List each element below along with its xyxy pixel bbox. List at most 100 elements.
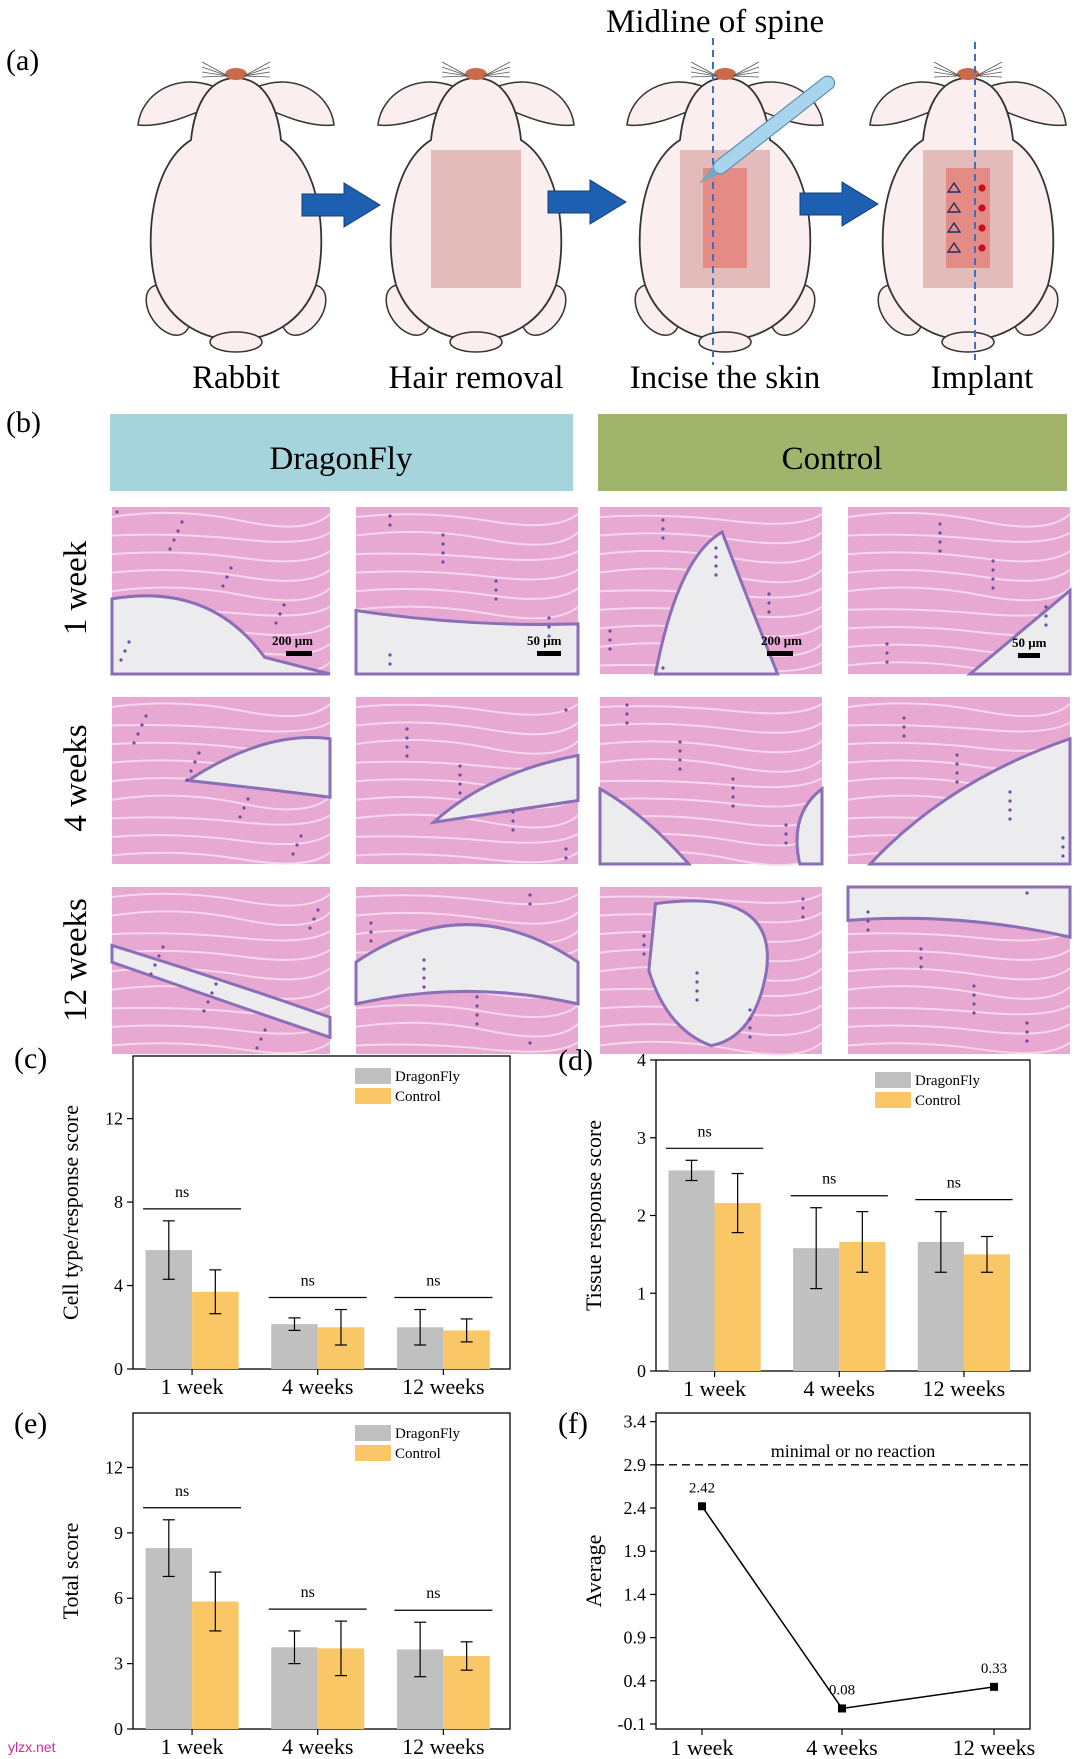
implant-cavity — [110, 594, 331, 676]
cell-nucleus — [767, 610, 771, 614]
y-tick-label: 0 — [637, 1361, 646, 1381]
group-label-control: Control — [782, 441, 883, 477]
cell-nucleus — [221, 584, 225, 588]
cell-nucleus — [919, 956, 923, 960]
tissue-fiber — [111, 833, 331, 846]
cell-nucleus — [767, 592, 771, 596]
cell-nucleus — [991, 586, 995, 590]
cell-nucleus — [225, 575, 229, 579]
cell-nucleus — [1061, 854, 1065, 858]
cell-nucleus — [564, 847, 568, 851]
tissue-fiber — [111, 851, 331, 865]
y-tick-label: 8 — [114, 1192, 123, 1212]
watermark: ylzx.net — [8, 1739, 56, 1755]
tissue-fiber — [111, 531, 331, 543]
tissue-fiber — [599, 721, 823, 734]
implant-cavity — [183, 736, 332, 799]
rabbit-tail — [941, 331, 995, 353]
cell-nucleus — [748, 1035, 752, 1039]
cell-nucleus — [642, 934, 646, 938]
tissue-fiber — [355, 738, 579, 755]
cell-nucleus — [695, 980, 699, 984]
whisker — [441, 66, 469, 77]
whisker — [483, 75, 511, 78]
significance-label: ns — [175, 1184, 189, 1201]
histology-grid — [110, 507, 1072, 1056]
whisker — [243, 61, 271, 77]
cell-nucleus — [714, 573, 718, 577]
implant-site-dragonfly — [946, 201, 962, 213]
cell-nucleus — [801, 915, 805, 919]
implant-cavity — [965, 587, 1072, 676]
implant-cavity — [647, 899, 769, 1048]
cell-nucleus — [1025, 1021, 1029, 1025]
y-tick-label: 2 — [637, 1206, 646, 1226]
cell-nucleus — [157, 954, 161, 958]
y-tick-label: 1.9 — [624, 1541, 647, 1561]
whisker — [933, 66, 961, 77]
cell-nucleus — [1008, 790, 1012, 794]
cell-nucleus — [369, 921, 373, 925]
cell-nucleus — [1008, 799, 1012, 803]
plot-frame — [655, 1412, 1031, 1730]
y-tick-label: -0.1 — [618, 1714, 647, 1734]
y-tick-label: 2.9 — [624, 1455, 647, 1475]
bar-dragonfly-2 — [271, 1324, 318, 1369]
cell-nucleus — [180, 520, 184, 524]
cell-nucleus — [291, 852, 295, 856]
whisker — [732, 71, 760, 77]
chart-cell-type-score: 0 4 8 12 Cell type/response score ns 1 week ns 4… — [58, 1055, 511, 1399]
tissue-fiber — [847, 550, 1071, 563]
legend-swatch — [355, 1425, 391, 1441]
y-tick-label: 12 — [105, 1457, 123, 1477]
whisker — [201, 75, 229, 78]
data-point — [838, 1704, 846, 1713]
whisker — [483, 66, 511, 77]
implant-cavity — [598, 785, 824, 866]
cell-nucleus — [176, 529, 180, 533]
cell-nucleus — [955, 753, 959, 757]
arrow-icon — [547, 179, 627, 225]
legend-label: Control — [395, 1089, 441, 1105]
rabbit-tail — [698, 331, 752, 353]
y-tick-label: 3.4 — [624, 1412, 647, 1432]
tissue-fiber — [847, 1004, 1071, 1016]
scale-bar-label-4: 50 μm — [1012, 635, 1047, 650]
cell-nucleus — [153, 963, 157, 967]
tissue-fiber — [111, 511, 331, 528]
cell-nucleus — [991, 577, 995, 581]
cell-nucleus — [801, 906, 805, 910]
tissue-fiber — [355, 1041, 579, 1053]
tissue-fiber — [847, 586, 1071, 602]
tissue-fiber — [355, 851, 579, 864]
cell-nucleus — [991, 568, 995, 572]
cell-nucleus — [511, 828, 515, 832]
whisker — [243, 75, 271, 78]
cell-nucleus — [458, 791, 462, 795]
whisker — [732, 75, 760, 78]
tissue-fiber — [111, 586, 331, 602]
tissue-fiber — [847, 568, 1071, 582]
cell-nucleus — [661, 527, 665, 531]
step-label-hair-removal: Hair removal — [388, 360, 563, 396]
cell-nucleus — [441, 542, 445, 546]
bar-dragonfly-1 — [145, 1548, 193, 1729]
rabbit-tail — [449, 331, 503, 353]
cell-nucleus — [316, 908, 320, 912]
rabbit-nose — [957, 68, 979, 80]
y-tick-label: 0 — [114, 1359, 123, 1379]
cell-nucleus — [784, 832, 788, 836]
whisker — [732, 66, 760, 77]
whisker — [243, 66, 271, 77]
rabbit-4 — [869, 61, 1067, 353]
cell-nucleus — [422, 958, 426, 962]
legend-label: DragonFly — [395, 1069, 460, 1085]
shaved-area — [431, 150, 521, 288]
rabbit-1 — [137, 61, 335, 353]
cell-nucleus — [972, 984, 976, 988]
cell-nucleus — [661, 518, 665, 522]
histology-image-r3-c1 — [110, 887, 332, 1055]
whisker — [441, 75, 469, 78]
tissue-fiber — [111, 930, 331, 942]
tissue-fiber — [599, 531, 823, 545]
